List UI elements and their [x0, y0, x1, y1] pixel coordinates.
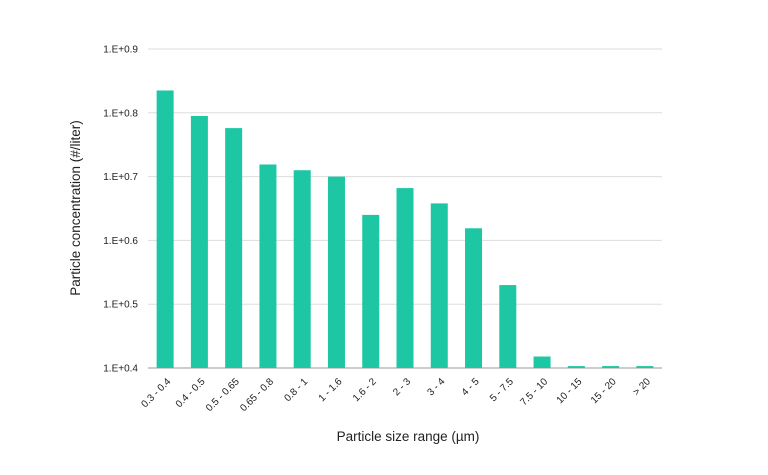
- x-tick-label: 0.3 - 0.4: [140, 376, 174, 410]
- x-tick-label: 4 - 5: [460, 376, 482, 398]
- bar: [362, 214, 380, 368]
- bar: [396, 188, 414, 368]
- x-tick-label: 5 - 7.5: [488, 376, 516, 404]
- bar: [259, 164, 277, 368]
- bar: [327, 176, 345, 368]
- x-tick-label: 0.4 - 0.5: [174, 376, 208, 410]
- x-tick-label: 15 - 20: [589, 376, 619, 406]
- x-tick-labels: 0.3 - 0.4 0.4 - 0.50.5 - 0.650.65 - 0.8 0.…: [140, 376, 654, 414]
- bar: [430, 203, 448, 368]
- x-tick-label: 0.65 - 0.8: [238, 376, 276, 414]
- bar: [293, 170, 311, 368]
- bar: [602, 366, 620, 368]
- bar: [465, 228, 483, 368]
- y-tick-label: 1.E+0.9: [103, 45, 138, 56]
- bar: [567, 366, 585, 368]
- x-tick-label: 3 - 4: [425, 376, 447, 398]
- x-tick-label: 1 - 1.6: [317, 376, 345, 404]
- bar: [156, 90, 174, 368]
- bar: [533, 356, 551, 368]
- bar: [499, 285, 517, 368]
- x-tick-label: 1.6 - 2: [351, 376, 379, 404]
- bar: [190, 115, 208, 369]
- x-tick-label: 2 - 3: [391, 376, 413, 398]
- y-axis-label: Particle concentration (#/liter): [68, 120, 83, 296]
- y-tick-label: 1.E+0.5: [103, 300, 138, 311]
- x-tick-label: 0.8 - 1: [282, 376, 310, 404]
- x-tick-label: 7.5 - 10: [518, 376, 550, 408]
- x-axis-label: Particle size range (µm): [337, 429, 480, 444]
- y-tick-label: 1.E+0.6: [103, 236, 138, 247]
- bars: [156, 90, 654, 369]
- y-tick-label: 1.E+0.8: [103, 108, 138, 119]
- x-tick-label: > 20: [631, 376, 653, 398]
- y-tick-labels: 1.E+0.4 1.E+0.5 1.E+0.6 1.E+0.7 1.E+0.8 1.E+0…: [103, 45, 138, 375]
- x-tick-label: 10 - 15: [555, 376, 585, 406]
- bar: [636, 366, 654, 368]
- y-tick-label: 1.E+0.4: [103, 364, 138, 375]
- bar: [225, 128, 243, 368]
- y-tick-label: 1.E+0.7: [103, 172, 138, 183]
- x-tick-label: 0.5 - 0.65: [204, 376, 242, 414]
